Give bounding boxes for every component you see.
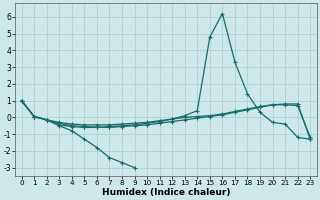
X-axis label: Humidex (Indice chaleur): Humidex (Indice chaleur) [102,188,230,197]
